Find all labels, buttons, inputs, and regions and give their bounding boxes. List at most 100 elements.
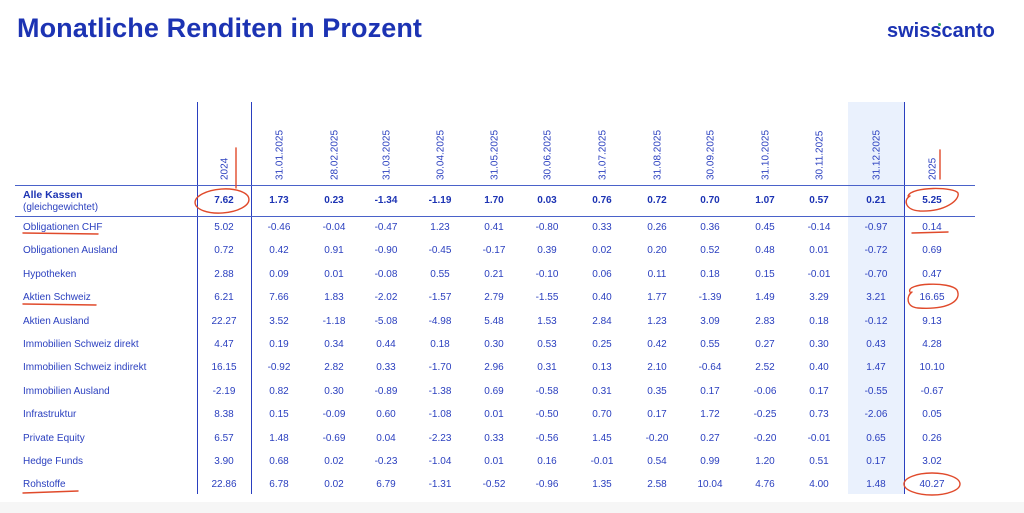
table-cell: 0.30 xyxy=(324,385,344,397)
table-cell: 5.02 xyxy=(214,222,234,233)
table-cell: -0.23 xyxy=(374,456,398,467)
table-cell: 0.31 xyxy=(592,385,612,397)
table-cell: -0.67 xyxy=(920,385,944,397)
table-row: Hypotheken 2.88 0.09 0.01 -0.08 0.55 0.21 -0.10… xyxy=(0,268,1024,290)
table-cell: 3.52 xyxy=(269,315,289,327)
footer-band xyxy=(0,502,1024,513)
table-cell: 6.21 xyxy=(214,292,234,304)
table-cell: 1.53 xyxy=(537,315,557,327)
table-cell: 0.82 xyxy=(269,385,289,397)
table-cell: 10.10 xyxy=(919,362,945,374)
table-cell: -0.52 xyxy=(482,479,506,491)
table-cell: 22.27 xyxy=(211,315,237,327)
table-cell: 1.45 xyxy=(592,432,612,444)
table-cell: 2.96 xyxy=(484,362,504,374)
summary-cell: 5.25 xyxy=(922,195,942,206)
row-label: Rohstoffe xyxy=(23,479,66,491)
circle-7-62-icon xyxy=(194,188,250,214)
table-cell: 2.84 xyxy=(592,315,612,327)
table-cell: 1.23 xyxy=(430,222,450,233)
table-cell: 0.01 xyxy=(324,268,344,280)
circle-16-65-icon xyxy=(907,283,959,309)
divider-2024-left xyxy=(197,102,198,494)
table-cell: -0.56 xyxy=(535,432,559,444)
table-cell: -5.08 xyxy=(374,315,398,327)
table-cell: 0.44 xyxy=(376,339,396,350)
table-cell: -1.38 xyxy=(428,385,452,397)
summary-cell: 1.07 xyxy=(755,195,775,206)
table-cell: -0.92 xyxy=(267,362,291,374)
table-cell: 3.29 xyxy=(809,292,829,304)
table-cell: 0.42 xyxy=(647,339,667,350)
table-row: Aktien Schweiz 6.21 7.66 1.83 -2.02 -1.57 2.79… xyxy=(0,291,1024,313)
summary-cell: 7.62 xyxy=(214,195,234,206)
table-cell: 1.35 xyxy=(592,479,612,491)
table-row: Rohstoffe 22.86 6.78 0.02 6.79 -1.31 -0.52 -0.9… xyxy=(0,478,1024,500)
table-cell: 0.02 xyxy=(324,456,344,467)
summary-label: Alle Kassen xyxy=(23,189,83,201)
table-cell: 0.40 xyxy=(592,292,612,304)
summary-cell: 1.73 xyxy=(269,195,289,206)
table-cell: -2.23 xyxy=(428,432,452,444)
table-cell: 1.47 xyxy=(866,362,886,374)
table-cell: -0.20 xyxy=(753,432,777,444)
table-cell: 2.58 xyxy=(647,479,667,491)
table-cell: 3.21 xyxy=(866,292,886,304)
table-cell: 0.33 xyxy=(592,222,612,233)
table-cell: -0.09 xyxy=(322,409,346,421)
table-row: Hedge Funds 3.90 0.68 0.02 -0.23 -1.04 0.01 0.1… xyxy=(0,455,1024,477)
table-cell: -0.97 xyxy=(864,222,888,233)
table-cell: -2.19 xyxy=(212,385,236,397)
table-cell: 0.15 xyxy=(755,268,775,280)
table-cell: 0.17 xyxy=(809,385,829,397)
table-cell: 0.41 xyxy=(484,222,504,233)
table-cell: 3.90 xyxy=(214,456,234,467)
table-cell: -1.57 xyxy=(428,292,452,304)
table-cell: 0.06 xyxy=(592,268,612,280)
table-cell: 0.54 xyxy=(647,456,667,467)
table-cell: 1.83 xyxy=(324,292,344,304)
table-cell: 0.20 xyxy=(647,245,667,257)
divider-2025-left xyxy=(904,102,905,494)
summary-row: Alle Kassen (gleichgewichtet) 7.62 1.73 0.… xyxy=(0,188,1024,216)
table-cell: 0.39 xyxy=(537,245,557,257)
table-cell: 0.27 xyxy=(755,339,775,350)
table-cell: -0.12 xyxy=(864,315,888,327)
table-cell: 0.73 xyxy=(809,409,829,421)
summary-cell: 0.72 xyxy=(647,195,667,206)
table-cell: 0.47 xyxy=(922,268,942,280)
table-cell: -2.02 xyxy=(374,292,398,304)
table-cell: 1.48 xyxy=(269,432,289,444)
table-cell: -1.55 xyxy=(535,292,559,304)
table-cell: 0.34 xyxy=(324,339,344,350)
table-cell: 0.33 xyxy=(376,362,396,374)
table-cell: 0.26 xyxy=(922,432,942,444)
circle-40-27-icon xyxy=(903,472,961,496)
table-cell: 6.57 xyxy=(214,432,234,444)
table-cell: 0.52 xyxy=(700,245,720,257)
table-cell: 0.13 xyxy=(592,362,612,374)
highlighted-column-31-12-2025 xyxy=(848,102,904,494)
table-cell: -4.98 xyxy=(428,315,452,327)
row-label: Immobilien Schweiz indirekt xyxy=(23,362,147,374)
table-cell: 10.04 xyxy=(697,479,723,491)
table-cell: -1.08 xyxy=(428,409,452,421)
table-cell: -0.69 xyxy=(322,432,346,444)
table-cell: -0.04 xyxy=(322,222,346,233)
table-cell: 0.68 xyxy=(269,456,289,467)
table-cell: 0.26 xyxy=(647,222,667,233)
table-cell: -0.14 xyxy=(807,222,831,233)
table-cell: 0.05 xyxy=(922,409,942,421)
table-cell: 1.49 xyxy=(755,292,775,304)
table-row: Obligationen CHF 5.02 -0.46 -0.04 -0.47 1.23 0… xyxy=(0,221,1024,243)
table-cell: -0.72 xyxy=(864,245,888,257)
summary-cell: 1.70 xyxy=(484,195,504,206)
table-cell: 0.18 xyxy=(809,315,829,327)
table-cell: 0.48 xyxy=(755,245,775,257)
table-cell: -0.45 xyxy=(428,245,452,257)
table-cell: -0.80 xyxy=(535,222,559,233)
table-cell: 2.83 xyxy=(755,315,775,327)
table-cell: -0.01 xyxy=(807,268,831,280)
table-cell: 9.13 xyxy=(922,315,942,327)
